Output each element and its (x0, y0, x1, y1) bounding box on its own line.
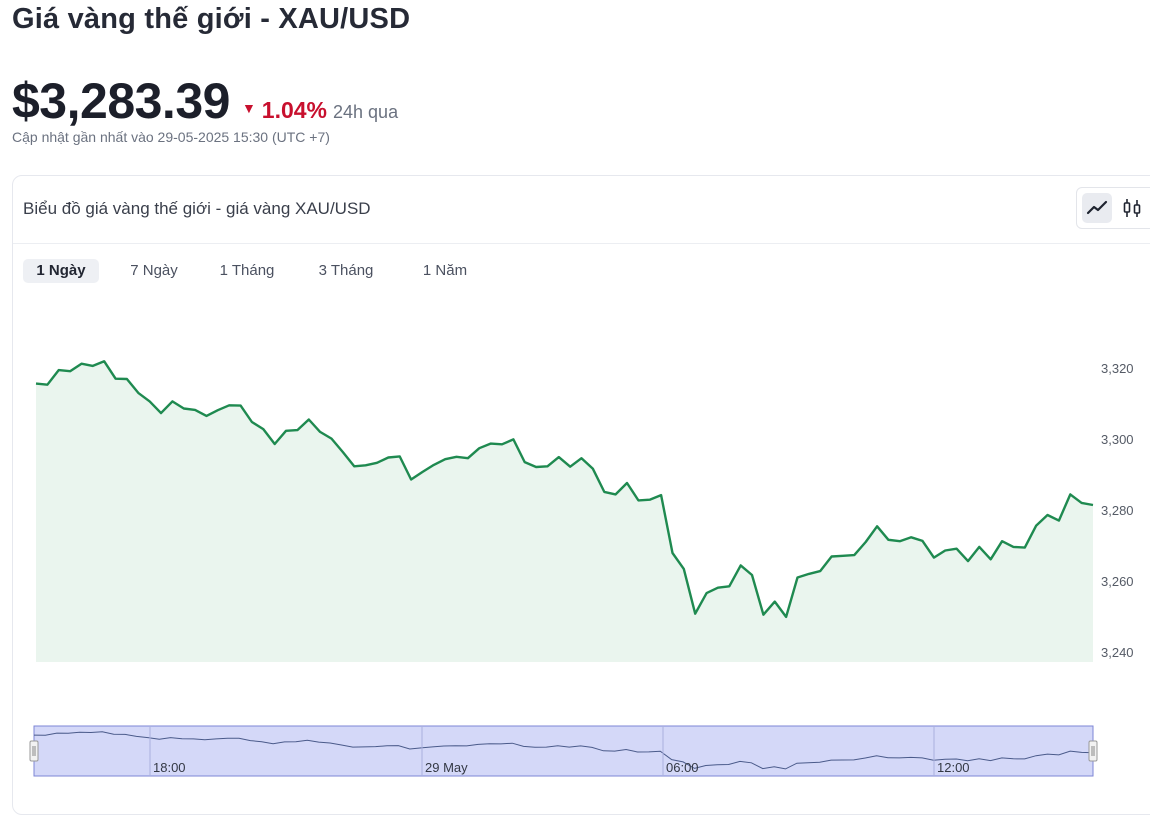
card-divider (13, 243, 1150, 244)
candlestick-chart-button[interactable] (1117, 193, 1147, 223)
navigator-label: 06:00 (666, 760, 699, 775)
chart-card: Biểu đồ giá vàng thế giới - giá vàng XAU… (12, 175, 1150, 815)
chart-type-toggle (1076, 187, 1150, 229)
line-chart-icon (1086, 200, 1108, 215)
y-tick-label: 3,260 (1101, 574, 1134, 589)
down-arrow-icon: ▼ (241, 100, 256, 116)
y-tick-label: 3,280 (1101, 503, 1134, 518)
navigator-handle-right[interactable] (1088, 740, 1098, 762)
candlestick-icon (1123, 199, 1141, 217)
current-price: $3,283.39 (12, 73, 230, 129)
chart-card-title: Biểu đồ giá vàng thế giới - giá vàng XAU… (23, 199, 371, 218)
navigator-label: 12:00 (937, 760, 970, 775)
tab-3-months[interactable]: 3 Tháng (318, 262, 374, 279)
y-tick-label: 3,300 (1101, 432, 1134, 447)
price-area (36, 361, 1093, 662)
change-period: 24h qua (333, 102, 399, 122)
page-title: Giá vàng thế giới - XAU/USD (12, 3, 411, 35)
tab-1-year[interactable]: 1 Năm (422, 262, 468, 279)
line-chart-button[interactable] (1082, 193, 1112, 223)
navigator-line (33, 731, 1094, 770)
navigator-handle-left[interactable] (29, 740, 39, 762)
tab-7-days[interactable]: 7 Ngày (130, 262, 178, 279)
last-updated: Cập nhật gần nhất vào 29-05-2025 15:30 (… (12, 129, 330, 145)
tab-1-month[interactable]: 1 Tháng (219, 262, 275, 279)
y-tick-label: 3,240 (1101, 645, 1134, 660)
price-row: $3,283.39 ▼ 1.04% 24h qua (12, 72, 398, 130)
tab-1-day[interactable]: 1 Ngày (23, 259, 99, 283)
y-tick-label: 3,320 (1101, 361, 1134, 376)
change-percent: 1.04% (261, 97, 328, 123)
navigator-range (33, 725, 1094, 777)
navigator-label: 18:00 (153, 760, 186, 775)
navigator-label: 29 May (425, 760, 468, 775)
price-chart[interactable]: 3,320 3,300 3,280 3,260 3,240 18:00 29 May 06:0… (0, 0, 1150, 790)
range-tabs: 1 Ngày 7 Ngày 1 Tháng 3 Tháng 1 Năm (23, 259, 483, 283)
price-line (35, 360, 1094, 619)
